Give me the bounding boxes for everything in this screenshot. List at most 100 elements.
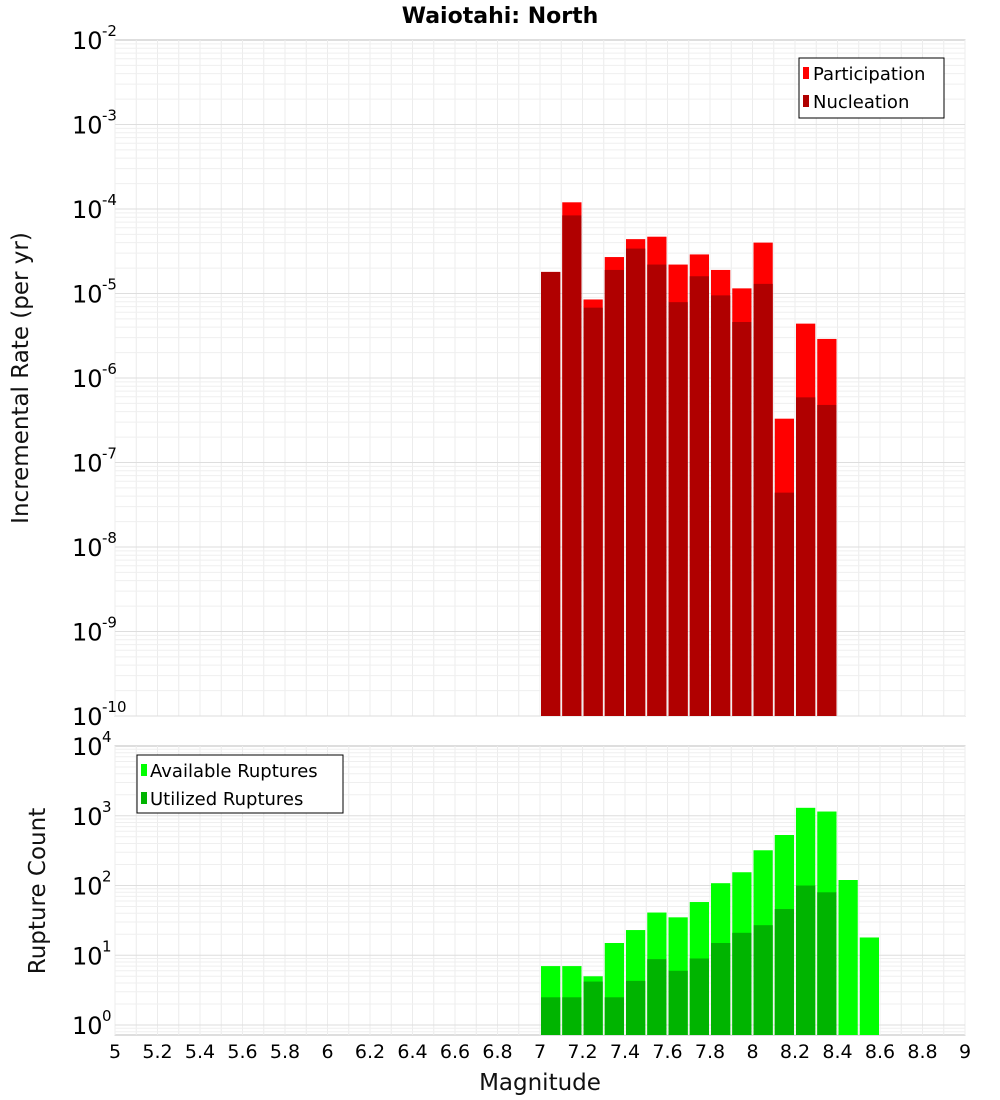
y-tick-exponent: 4 — [102, 728, 112, 746]
legend-label-nucleation: Nucleation — [813, 92, 909, 113]
x-tick-label: 7.6 — [652, 1041, 682, 1063]
bar-utilized-ruptures — [562, 997, 582, 1035]
bar-nucleation — [541, 271, 561, 716]
bar-available-ruptures — [838, 879, 858, 1035]
y-tick-exponent: -3 — [102, 107, 117, 125]
y-tick-label: 10 — [72, 281, 103, 309]
bar-utilized-ruptures — [647, 959, 667, 1035]
top-grid — [114, 40, 966, 717]
bar-nucleation — [689, 276, 709, 716]
y-tick-label: 10 — [72, 27, 103, 55]
y-tick-exponent: -9 — [102, 614, 117, 632]
x-tick-label: 6.8 — [482, 1041, 512, 1063]
bar-nucleation — [796, 397, 816, 716]
bottom-legend: Available Ruptures Utilized Ruptures — [136, 754, 344, 814]
y-tick-label: 10 — [72, 196, 103, 224]
x-tick-label: 7.8 — [695, 1041, 725, 1063]
legend-label-participation: Participation — [813, 64, 925, 85]
x-tick-label: 8.4 — [822, 1041, 852, 1063]
bar-utilized-ruptures — [689, 958, 709, 1035]
bar-utilized-ruptures — [583, 981, 603, 1035]
bar-utilized-ruptures — [753, 925, 773, 1035]
bar-nucleation — [732, 321, 752, 716]
y-tick-exponent: -10 — [102, 698, 127, 716]
legend-swatch-utilized — [141, 792, 147, 804]
bar-utilized-ruptures — [626, 980, 646, 1035]
bar-nucleation — [583, 307, 603, 716]
y-tick-label: 10 — [72, 733, 103, 761]
y-tick-exponent: -8 — [102, 529, 117, 547]
y-tick-label: 10 — [72, 365, 103, 393]
bar-nucleation — [817, 404, 837, 716]
bar-utilized-ruptures — [604, 997, 624, 1035]
bar-utilized-ruptures — [732, 932, 752, 1035]
x-tick-label: 5.6 — [227, 1041, 257, 1063]
x-tick-label: 5.4 — [185, 1041, 215, 1063]
x-axis-label: Magnitude — [479, 1070, 601, 1096]
x-tick-label: 5.2 — [142, 1041, 172, 1063]
bar-nucleation — [774, 492, 794, 716]
bar-available-ruptures — [859, 937, 879, 1035]
y-tick-label: 10 — [72, 112, 103, 140]
x-tick-label: 8.2 — [780, 1041, 810, 1063]
chart-title: Waiotahi: North — [402, 4, 599, 29]
x-tick-label: 7.4 — [610, 1041, 640, 1063]
y-tick-exponent: -7 — [102, 445, 117, 463]
y-tick-exponent: -5 — [102, 276, 117, 294]
bottom-bars — [541, 807, 879, 1035]
x-tick-label: 8.8 — [907, 1041, 937, 1063]
top-bars — [541, 202, 837, 717]
y-tick-label: 10 — [72, 942, 103, 970]
y-tick-exponent: 2 — [102, 868, 112, 886]
y-tick-exponent: 1 — [102, 937, 112, 955]
x-tick-label: 6.6 — [440, 1041, 470, 1063]
top-y-axis-label: Incremental Rate (per yr) — [8, 232, 34, 524]
bottom-y-axis-label: Rupture Count — [25, 808, 51, 974]
bar-nucleation — [604, 269, 624, 716]
x-tick-label: 6.2 — [355, 1041, 385, 1063]
y-tick-exponent: -2 — [102, 22, 117, 40]
x-ticks: 5 5.2 5.4 5.6 5.8 6 6.2 6.4 6.6 6.8 7 7.2 7.4 7.6 7.8 8… — [109, 1041, 971, 1063]
y-tick-label: 10 — [72, 703, 103, 731]
y-tick-label: 10 — [72, 873, 103, 901]
bar-utilized-ruptures — [541, 997, 561, 1035]
bar-nucleation — [562, 215, 582, 716]
y-tick-label: 10 — [72, 534, 103, 562]
bottom-grid — [114, 746, 966, 1035]
y-tick-label: 10 — [72, 619, 103, 647]
bar-utilized-ruptures — [668, 970, 688, 1035]
x-tick-label: 5.8 — [270, 1041, 300, 1063]
legend-swatch-available — [141, 764, 147, 776]
legend-label-utilized: Utilized Ruptures — [150, 789, 303, 810]
bar-nucleation — [711, 295, 731, 716]
bar-nucleation — [626, 248, 646, 716]
legend-swatch-nucleation — [803, 95, 809, 107]
legend-swatch-participation — [803, 67, 809, 79]
y-tick-label: 10 — [72, 450, 103, 478]
x-tick-label: 5 — [109, 1041, 121, 1063]
bar-utilized-ruptures — [774, 909, 794, 1035]
bar-utilized-ruptures — [796, 885, 816, 1035]
x-tick-label: 6 — [321, 1041, 333, 1063]
x-tick-label: 8 — [746, 1041, 758, 1063]
bar-utilized-ruptures — [711, 943, 731, 1035]
legend-label-available: Available Ruptures — [150, 761, 318, 782]
y-tick-label: 10 — [72, 803, 103, 831]
bar-nucleation — [647, 264, 667, 716]
x-tick-label: 7 — [534, 1041, 546, 1063]
bar-utilized-ruptures — [817, 892, 837, 1035]
bar-nucleation — [753, 283, 773, 716]
y-tick-label: 10 — [72, 1012, 103, 1040]
top-legend: Participation Nucleation — [798, 57, 945, 119]
y-tick-exponent: -4 — [102, 191, 117, 209]
x-tick-label: 8.6 — [865, 1041, 895, 1063]
y-tick-exponent: -6 — [102, 360, 117, 378]
x-tick-label: 7.2 — [567, 1041, 597, 1063]
y-tick-exponent: 3 — [102, 798, 112, 816]
x-tick-label: 6.4 — [397, 1041, 427, 1063]
bar-nucleation — [668, 302, 688, 716]
